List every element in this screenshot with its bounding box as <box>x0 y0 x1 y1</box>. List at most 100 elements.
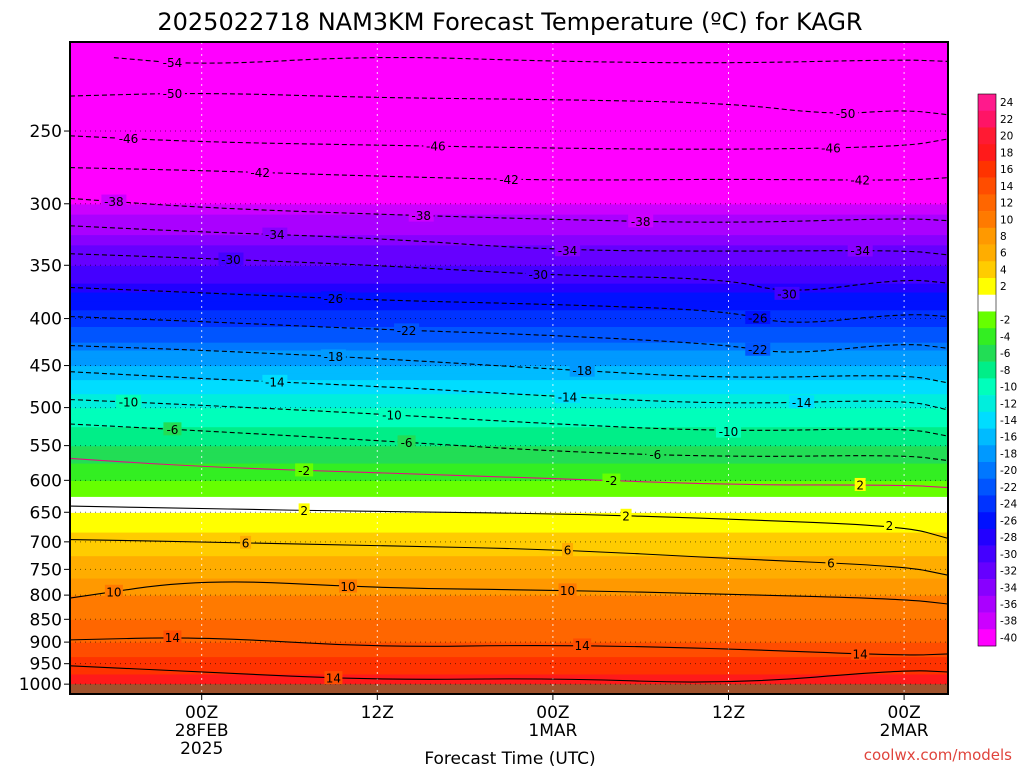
temperature-band <box>70 670 948 675</box>
contour-line <box>69 371 949 411</box>
temperature-band <box>70 673 948 678</box>
watermark: coolwx.com/models <box>864 746 1012 764</box>
temperature-band <box>70 541 948 548</box>
contour-label: -10 <box>719 425 739 439</box>
contour-label-bg <box>789 395 815 409</box>
contour-label-bg <box>379 407 405 421</box>
y-tick-label: 450 <box>30 357 62 377</box>
colorbar-swatch <box>978 445 996 463</box>
x-tick-label: 00Z <box>887 703 920 723</box>
temperature-band <box>70 560 948 566</box>
chart-title: 2025022718 NAM3KM Forecast Temperature (… <box>157 8 862 36</box>
temperature-band <box>70 474 948 481</box>
colorbar-label: -2 <box>1000 315 1010 327</box>
temperature-band <box>70 274 948 284</box>
colorbar-swatch <box>978 294 996 312</box>
contour-label: -46 <box>821 141 841 155</box>
temperature-band <box>70 599 948 604</box>
temperature-band <box>70 630 948 636</box>
temperature-band <box>70 155 948 169</box>
colorbar-swatch <box>978 194 996 212</box>
contour-label-bg <box>851 646 870 660</box>
contour-label-bg <box>562 542 574 556</box>
colorbar-swatch <box>978 612 996 630</box>
contour-label-bg <box>116 395 142 409</box>
contour-label: -18 <box>324 350 344 364</box>
y-tick-label: 400 <box>30 310 62 330</box>
contour-label-bg <box>101 194 127 208</box>
colorbar-frame <box>977 93 997 647</box>
colorbar-label: -26 <box>1000 515 1017 527</box>
contour-line <box>69 539 949 576</box>
contour-label: 2 <box>300 504 308 518</box>
x-axis-label: Forecast Time (UTC) <box>424 749 595 768</box>
contour-label: -14 <box>265 375 285 389</box>
contour-label-bg <box>159 55 185 69</box>
contour-label-bg <box>555 243 581 257</box>
temperature-band <box>70 131 948 144</box>
temperature-band <box>70 551 948 557</box>
colorbar-label: -6 <box>1000 348 1011 360</box>
colorbar-label: -38 <box>1000 616 1017 628</box>
x-tick-label: 12Z <box>712 703 745 723</box>
y-tick-label: 250 <box>30 122 62 142</box>
temperature-band <box>70 663 948 668</box>
temperature-band <box>70 536 948 543</box>
colorbar-swatch <box>978 528 996 546</box>
temperature-band <box>70 413 948 421</box>
contour-label-bg <box>163 422 182 436</box>
colorbar-label: -40 <box>1000 632 1017 644</box>
colorbar-swatch <box>978 328 996 346</box>
temperature-band <box>70 517 948 523</box>
temperature-band <box>70 656 948 661</box>
y-tick-label: 500 <box>30 399 62 419</box>
y-tick-label: 300 <box>30 195 62 215</box>
temperature-band <box>70 71 948 88</box>
contour-label-bg <box>298 503 310 517</box>
y-tick-label: 700 <box>30 533 62 553</box>
contour-label-bg <box>716 424 741 438</box>
contour-label: -30 <box>221 253 241 267</box>
temperature-band <box>70 265 948 275</box>
temperature-band <box>70 586 948 592</box>
temperature-band <box>70 143 948 156</box>
contour-label: -22 <box>397 324 417 338</box>
colorbar-label: -36 <box>1000 599 1017 611</box>
colorbar-label: 10 <box>1000 214 1013 226</box>
colorbar-label: 20 <box>1000 131 1013 143</box>
temperature-band <box>70 506 948 513</box>
temperature-band <box>70 680 948 685</box>
temperature-band <box>70 56 948 73</box>
colorbar-label: 24 <box>1000 97 1014 109</box>
contour-label: 10 <box>340 580 355 594</box>
temperature-band <box>70 407 948 415</box>
contour-line <box>69 197 949 223</box>
contour-line <box>69 398 949 437</box>
contour-line <box>69 225 949 256</box>
temperature-band <box>70 191 948 205</box>
colorbar-label: -34 <box>1000 582 1017 594</box>
temperature-band <box>70 590 948 596</box>
contour-label-bg <box>646 447 665 461</box>
temperature-band <box>70 42 948 58</box>
colorbar-label: 22 <box>1000 114 1013 126</box>
colorbar: 24 22 20 18 16 14 12 10 8 6 4 2 -2 -4 -6 -8 -10 -12 -14 -16… <box>977 93 1017 647</box>
colorbar-label: 18 <box>1000 147 1013 159</box>
colorbar-label: 4 <box>1000 264 1007 276</box>
y-tick-label: 1000 <box>19 675 62 695</box>
temperature-band <box>70 420 948 428</box>
temperature-band <box>70 611 948 616</box>
plot-frame <box>69 41 949 695</box>
temperature-band <box>70 386 948 395</box>
temperature-band <box>70 101 948 117</box>
temperature-band <box>70 224 948 236</box>
contour-label-bg <box>774 286 800 300</box>
contour-label: -30 <box>777 287 797 301</box>
colorbar-swatch <box>978 478 996 496</box>
temperature-band <box>70 372 948 381</box>
temperature-band <box>70 638 948 643</box>
colorbar-swatch <box>978 562 996 580</box>
contour-label: -38 <box>104 195 124 209</box>
contour-label-bg <box>394 323 420 337</box>
